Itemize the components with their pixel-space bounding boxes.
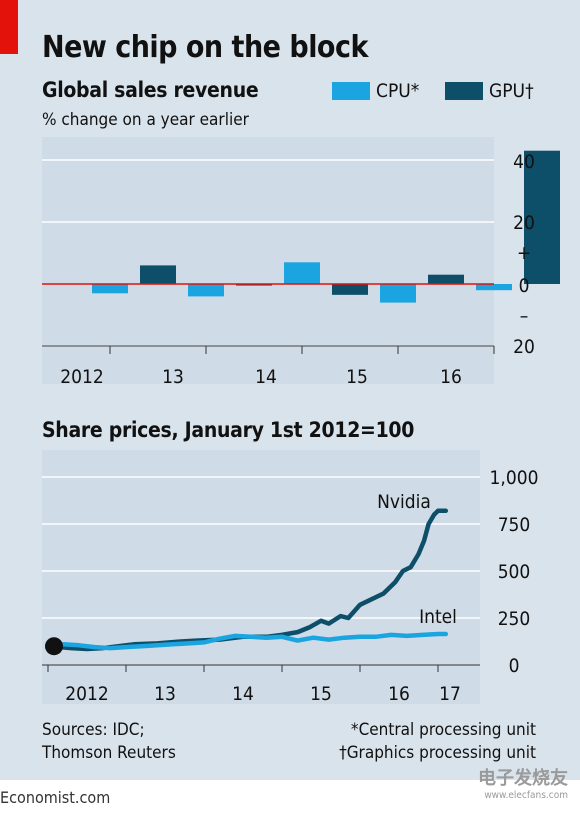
- start-marker-dot: [45, 637, 63, 656]
- bar-gpu: [428, 274, 464, 284]
- charts-svg: 40 20 +0 – 20 2012 13 14 15 16 1,000 750 500 250 0 201…: [42, 150, 560, 705]
- watermark-cn: 电子发烧友: [478, 768, 568, 789]
- bar-y-tick-label: 20: [513, 212, 535, 234]
- legend-cpu-label: CPU*: [376, 80, 420, 102]
- series-line-intel: [45, 631, 449, 651]
- bar-y-tick-label: –: [520, 305, 529, 327]
- line-y-tick-label: 0: [509, 655, 520, 677]
- bar-x-tick-label: 15: [346, 366, 368, 388]
- bar-y-tick-label: +: [517, 242, 531, 264]
- bar-chart: 40 20 +0 – 20 2012 13 14 15 16: [42, 150, 560, 388]
- footnote-cpu: *Central processing unit: [350, 720, 536, 740]
- line-x-tick-label: 2012: [65, 683, 109, 705]
- line-y-tick-label: 750: [498, 514, 531, 536]
- brand-footer: Economist.com: [0, 788, 111, 807]
- bar-x-tick-label: 2012: [60, 366, 104, 388]
- bar-cpu: [92, 284, 128, 294]
- sources-note: Sources: IDC; Thomson Reuters: [42, 719, 176, 765]
- bar-gpu: [236, 284, 272, 286]
- legend-gpu-label: GPU†: [489, 80, 534, 102]
- bar-cpu: [476, 284, 512, 291]
- series-label-nvidia: Nvidia: [377, 491, 431, 513]
- bar-cpu: [380, 284, 416, 303]
- line-chart-title: Share prices, January 1st 2012=100: [42, 418, 415, 442]
- legend-cpu-swatch: [332, 82, 370, 100]
- page-title: New chip on the block: [42, 30, 368, 65]
- series-line-nvidia: [45, 508, 449, 652]
- legend-gpu-swatch: [445, 82, 483, 100]
- bar-x-tick-label: 13: [162, 366, 184, 388]
- sources-line-1: Sources: IDC;: [42, 720, 145, 740]
- bar-gpu: [332, 284, 368, 295]
- watermark: 电子发烧友 www.elecfans.com: [478, 764, 568, 801]
- bar-x-tick-label: 14: [255, 366, 277, 388]
- bar-gpu: [140, 265, 176, 284]
- bar-y-tick-label: 20: [513, 336, 535, 358]
- line-y-tick-label: 250: [498, 608, 531, 630]
- line-chart-band: [42, 450, 480, 704]
- bar-chart-title: Global sales revenue: [42, 78, 259, 102]
- footnote-gpu: †Graphics processing unit: [339, 743, 536, 763]
- line-x-tick-label: 15: [310, 683, 332, 705]
- series-label-intel: Intel: [419, 606, 457, 628]
- line-y-tick-label: 1,000: [490, 467, 539, 489]
- bar-y-tick-label: 40: [513, 151, 535, 173]
- legend-cpu: CPU*: [332, 80, 419, 102]
- watermark-url: www.elecfans.com: [484, 790, 568, 801]
- line-y-tick-label: 500: [498, 561, 531, 583]
- bar-cpu: [188, 284, 224, 297]
- bar-y-tick-label: 0: [519, 275, 530, 297]
- red-tag: [0, 0, 18, 54]
- line-x-tick-label: 14: [232, 683, 254, 705]
- legend-gpu: GPU†: [445, 80, 534, 102]
- line-x-tick-label: 16: [388, 683, 410, 705]
- footnotes: *Central processing unit †Graphics proce…: [339, 719, 536, 765]
- bar-chart-band: [42, 137, 494, 384]
- line-x-tick-label: 17: [439, 683, 461, 705]
- bar-cpu: [284, 262, 320, 284]
- line-chart: 1,000 750 500 250 0 2012 13 14 15 16 17 Nvidia Intel: [42, 467, 538, 705]
- sources-line-2: Thomson Reuters: [42, 743, 176, 763]
- bar-gpu: [524, 150, 560, 284]
- bar-x-tick-label: 16: [440, 366, 462, 388]
- line-x-tick-label: 13: [154, 683, 176, 705]
- bar-chart-subtitle: % change on a year earlier: [42, 110, 249, 130]
